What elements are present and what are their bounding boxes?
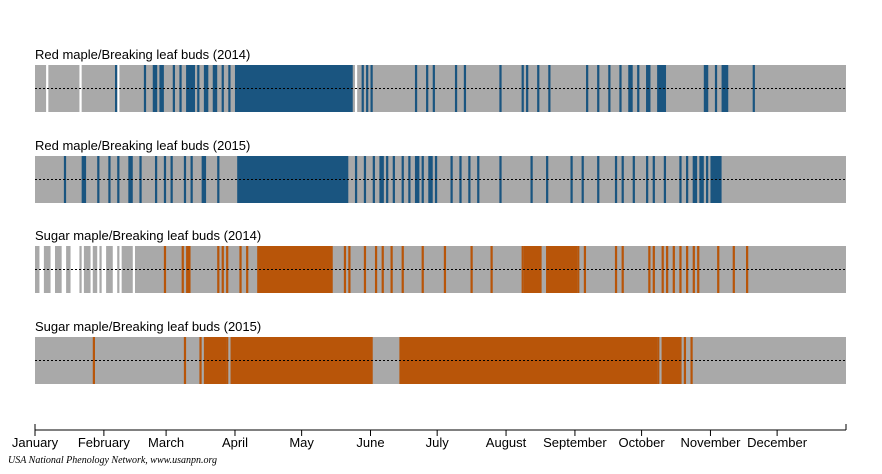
- yes-observation-mark: [234, 65, 353, 112]
- x-tick-label: October: [618, 435, 665, 450]
- observed-no-band: [106, 246, 113, 293]
- yes-observation-mark: [212, 65, 218, 112]
- yes-observation-mark: [172, 65, 175, 112]
- yes-observation-mark: [203, 65, 209, 112]
- yes-observation-mark: [108, 156, 111, 203]
- yes-observation-mark: [692, 156, 698, 203]
- yes-observation-mark: [228, 65, 231, 112]
- yes-observation-mark: [203, 337, 227, 384]
- attribution-text: USA National Phenology Network, www.usan…: [8, 455, 217, 466]
- series-title: Sugar maple/Breaking leaf buds (2015): [35, 319, 261, 334]
- series-row-1: Red maple/Breaking leaf buds (2014): [35, 47, 846, 112]
- yes-observation-mark: [521, 65, 524, 112]
- x-axis: January February March April May June July Augu…: [12, 424, 847, 450]
- series-title: Red maple/Breaking leaf buds (2015): [35, 138, 250, 153]
- yes-observation-mark: [652, 156, 655, 203]
- series-title: Sugar maple/Breaking leaf buds (2014): [35, 228, 261, 243]
- series-title: Red maple/Breaking leaf buds (2014): [35, 47, 250, 62]
- yes-observation-mark: [648, 246, 651, 293]
- yes-observation-mark: [477, 156, 480, 203]
- yes-observation-mark: [697, 246, 700, 293]
- yes-observation-mark: [699, 156, 704, 203]
- yes-observation-mark: [361, 65, 364, 112]
- yes-observation-mark: [217, 156, 220, 203]
- yes-observation-mark: [692, 246, 695, 293]
- yes-observation-mark: [597, 65, 600, 112]
- yes-observation-mark: [432, 65, 435, 112]
- yes-observation-mark: [408, 156, 411, 203]
- yes-observation-mark: [186, 65, 195, 112]
- yes-observation-mark: [608, 65, 611, 112]
- x-tick-label: March: [148, 435, 184, 450]
- x-tick-label: January: [12, 435, 59, 450]
- yes-observation-mark: [548, 65, 551, 112]
- series-layer: Red maple/Breaking leaf buds (2014) Red m…: [35, 47, 846, 384]
- yes-observation-mark: [92, 337, 95, 384]
- x-tick-label: July: [426, 435, 450, 450]
- yes-observation-mark: [581, 156, 584, 203]
- yes-observation-mark: [97, 156, 100, 203]
- x-tick-label: August: [486, 435, 527, 450]
- yes-observation-mark: [217, 246, 220, 293]
- yes-observation-mark: [230, 337, 373, 384]
- yes-observation-mark: [221, 246, 224, 293]
- observed-no-band: [117, 246, 120, 293]
- yes-observation-mark: [421, 156, 424, 203]
- yes-observation-mark: [717, 246, 720, 293]
- yes-observation-mark: [181, 246, 184, 293]
- yes-observation-mark: [159, 65, 164, 112]
- yes-observation-mark: [401, 156, 404, 203]
- x-tick-label: September: [543, 435, 607, 450]
- yes-observation-mark: [381, 246, 384, 293]
- yes-observation-mark: [637, 65, 640, 112]
- yes-observation-mark: [621, 246, 624, 293]
- observed-no-band: [54, 246, 62, 293]
- yes-observation-mark: [392, 156, 395, 203]
- yes-observation-mark: [372, 156, 375, 203]
- x-tick-label: April: [222, 435, 248, 450]
- x-tick-label: December: [747, 435, 808, 450]
- yes-observation-mark: [537, 65, 540, 112]
- yes-observation-mark: [414, 156, 420, 203]
- x-tick-label: June: [356, 435, 384, 450]
- x-tick-label: February: [78, 435, 131, 450]
- series-row-3: Sugar maple/Breaking leaf buds (2014): [35, 228, 846, 293]
- series-row-4: Sugar maple/Breaking leaf buds (2015): [35, 319, 846, 384]
- yes-observation-mark: [661, 246, 664, 293]
- yes-observation-mark: [597, 156, 600, 203]
- yes-observation-mark: [428, 156, 433, 203]
- yes-observation-mark: [657, 337, 660, 384]
- yes-observation-mark: [628, 65, 633, 112]
- yes-observation-mark: [672, 246, 675, 293]
- yes-observation-mark: [703, 65, 709, 112]
- yes-observation-mark: [621, 156, 624, 203]
- observed-no-band: [92, 246, 98, 293]
- yes-observation-mark: [657, 65, 667, 112]
- yes-observation-mark: [379, 156, 384, 203]
- yes-observation-mark: [401, 246, 404, 293]
- yes-observation-mark: [117, 156, 120, 203]
- yes-observation-mark: [152, 65, 158, 112]
- yes-observation-mark: [521, 246, 524, 293]
- yes-observation-mark: [421, 246, 424, 293]
- yes-observation-mark: [732, 246, 735, 293]
- yes-observation-mark: [221, 65, 224, 112]
- observed-no-band: [35, 246, 40, 293]
- yes-observation-mark: [577, 246, 580, 293]
- yes-observation-mark: [197, 65, 200, 112]
- yes-observation-mark: [348, 246, 351, 293]
- yes-observation-mark: [752, 65, 755, 112]
- yes-observation-mark: [652, 246, 655, 293]
- series-row-2: Red maple/Breaking leaf buds (2015): [35, 138, 846, 203]
- yes-observation-mark: [468, 156, 471, 203]
- yes-observation-mark: [632, 156, 635, 203]
- yes-observation-mark: [128, 156, 133, 203]
- x-tick-label: May: [289, 435, 314, 450]
- x-tick-label: November: [680, 435, 741, 450]
